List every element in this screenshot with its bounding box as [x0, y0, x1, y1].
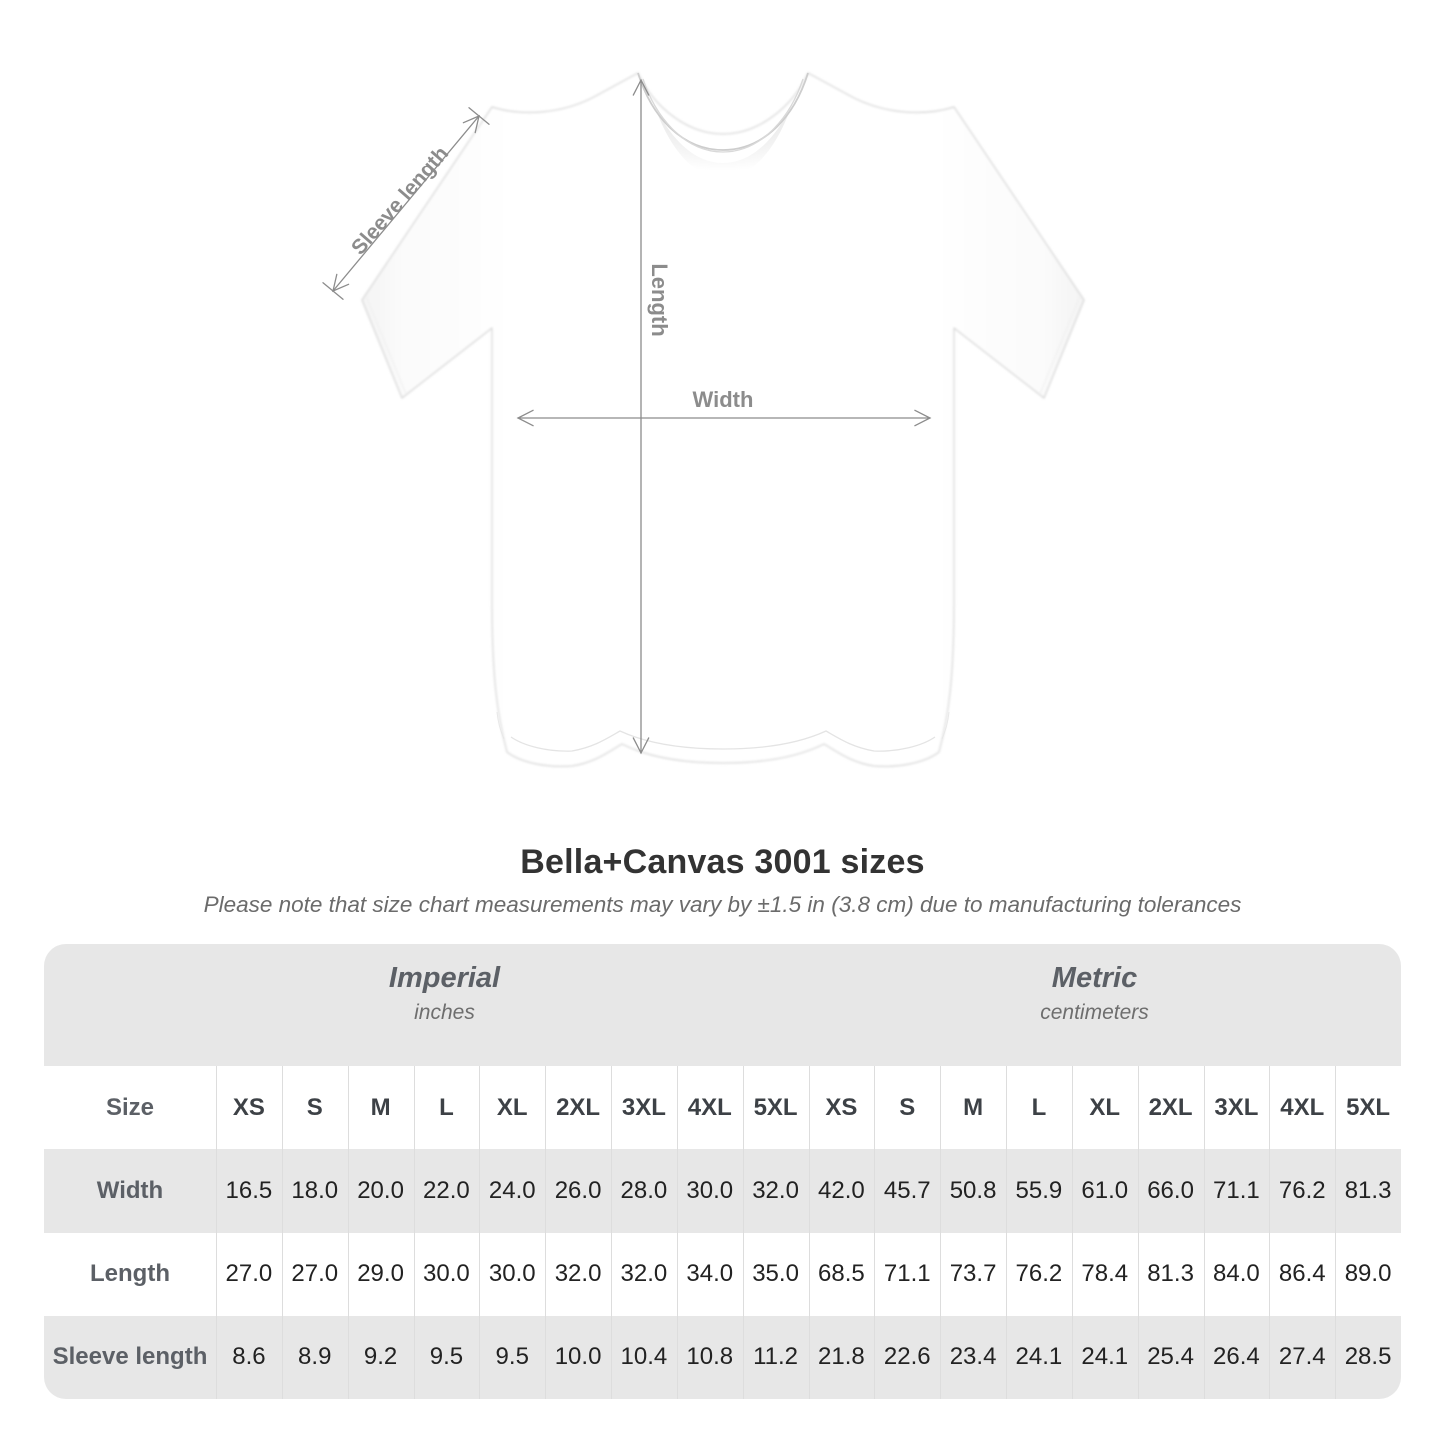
svg-text:Length: Length — [647, 263, 672, 336]
svg-text:Width: Width — [693, 387, 754, 412]
